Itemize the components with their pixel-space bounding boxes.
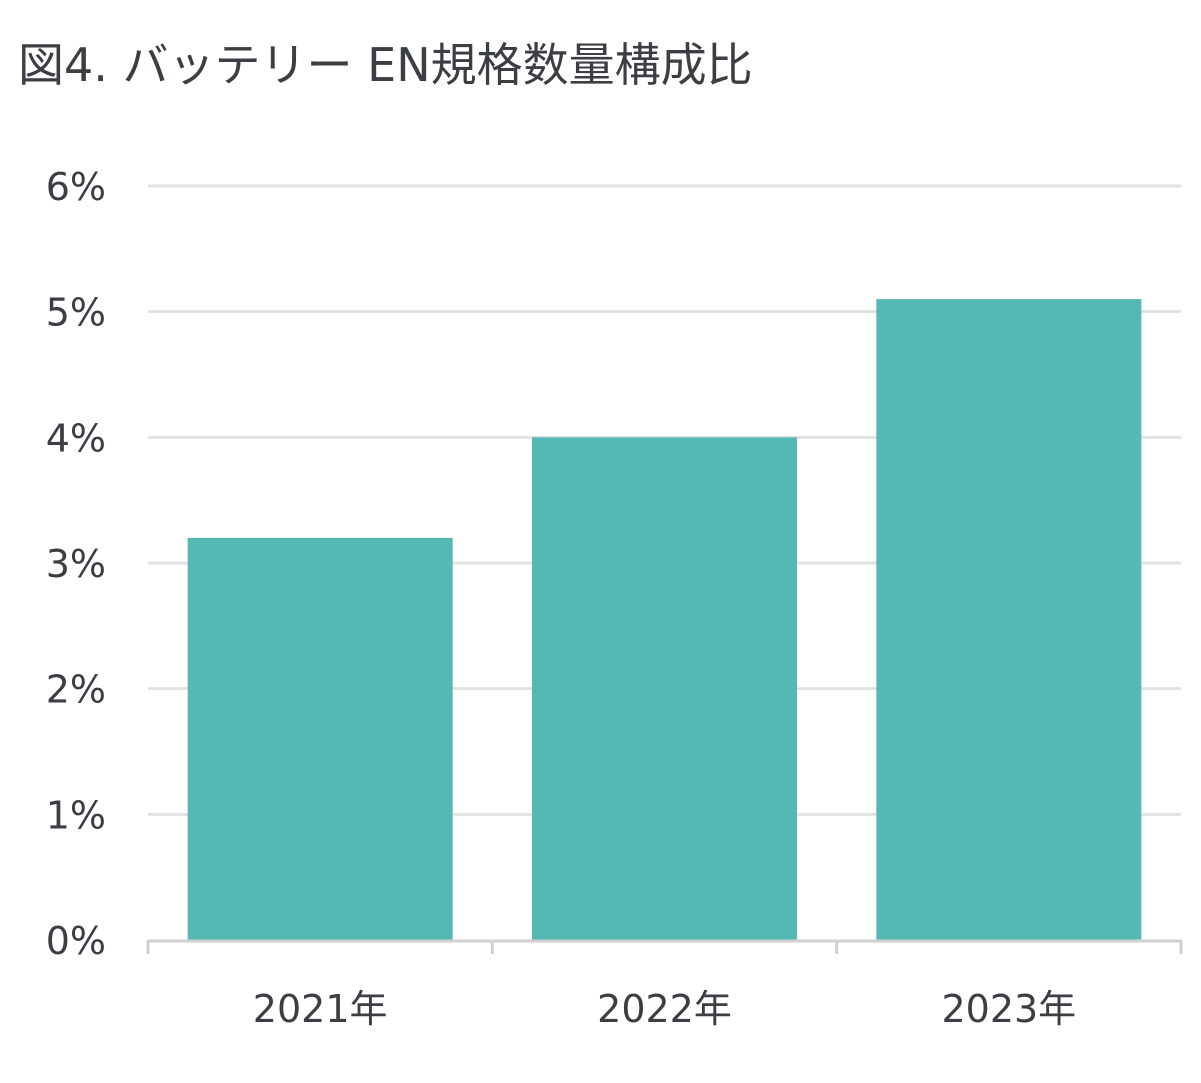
y-tick-label: 5%	[46, 291, 106, 335]
bars	[187, 299, 1142, 941]
x-axis-tick-labels: 2021年 2022年 2023年	[253, 987, 1076, 1031]
chart-title: 図4. バッテリー EN規格数量構成比	[18, 38, 753, 92]
x-tick-label: 2022年	[597, 987, 732, 1031]
y-axis-tick-labels: 0% 1% 2% 3% 4% 5% 6%	[46, 165, 106, 963]
bar	[876, 299, 1142, 941]
x-tick-label: 2021年	[253, 987, 388, 1031]
y-tick-label: 4%	[46, 416, 106, 460]
x-tick-label: 2023年	[941, 987, 1076, 1031]
bar	[187, 537, 453, 940]
x-axis	[146, 939, 1183, 954]
y-tick-label: 1%	[46, 793, 106, 837]
y-tick-label: 6%	[46, 165, 106, 209]
y-tick-label: 3%	[46, 542, 106, 586]
y-tick-label: 0%	[46, 919, 106, 963]
bar	[532, 437, 797, 940]
y-tick-label: 2%	[46, 668, 106, 712]
